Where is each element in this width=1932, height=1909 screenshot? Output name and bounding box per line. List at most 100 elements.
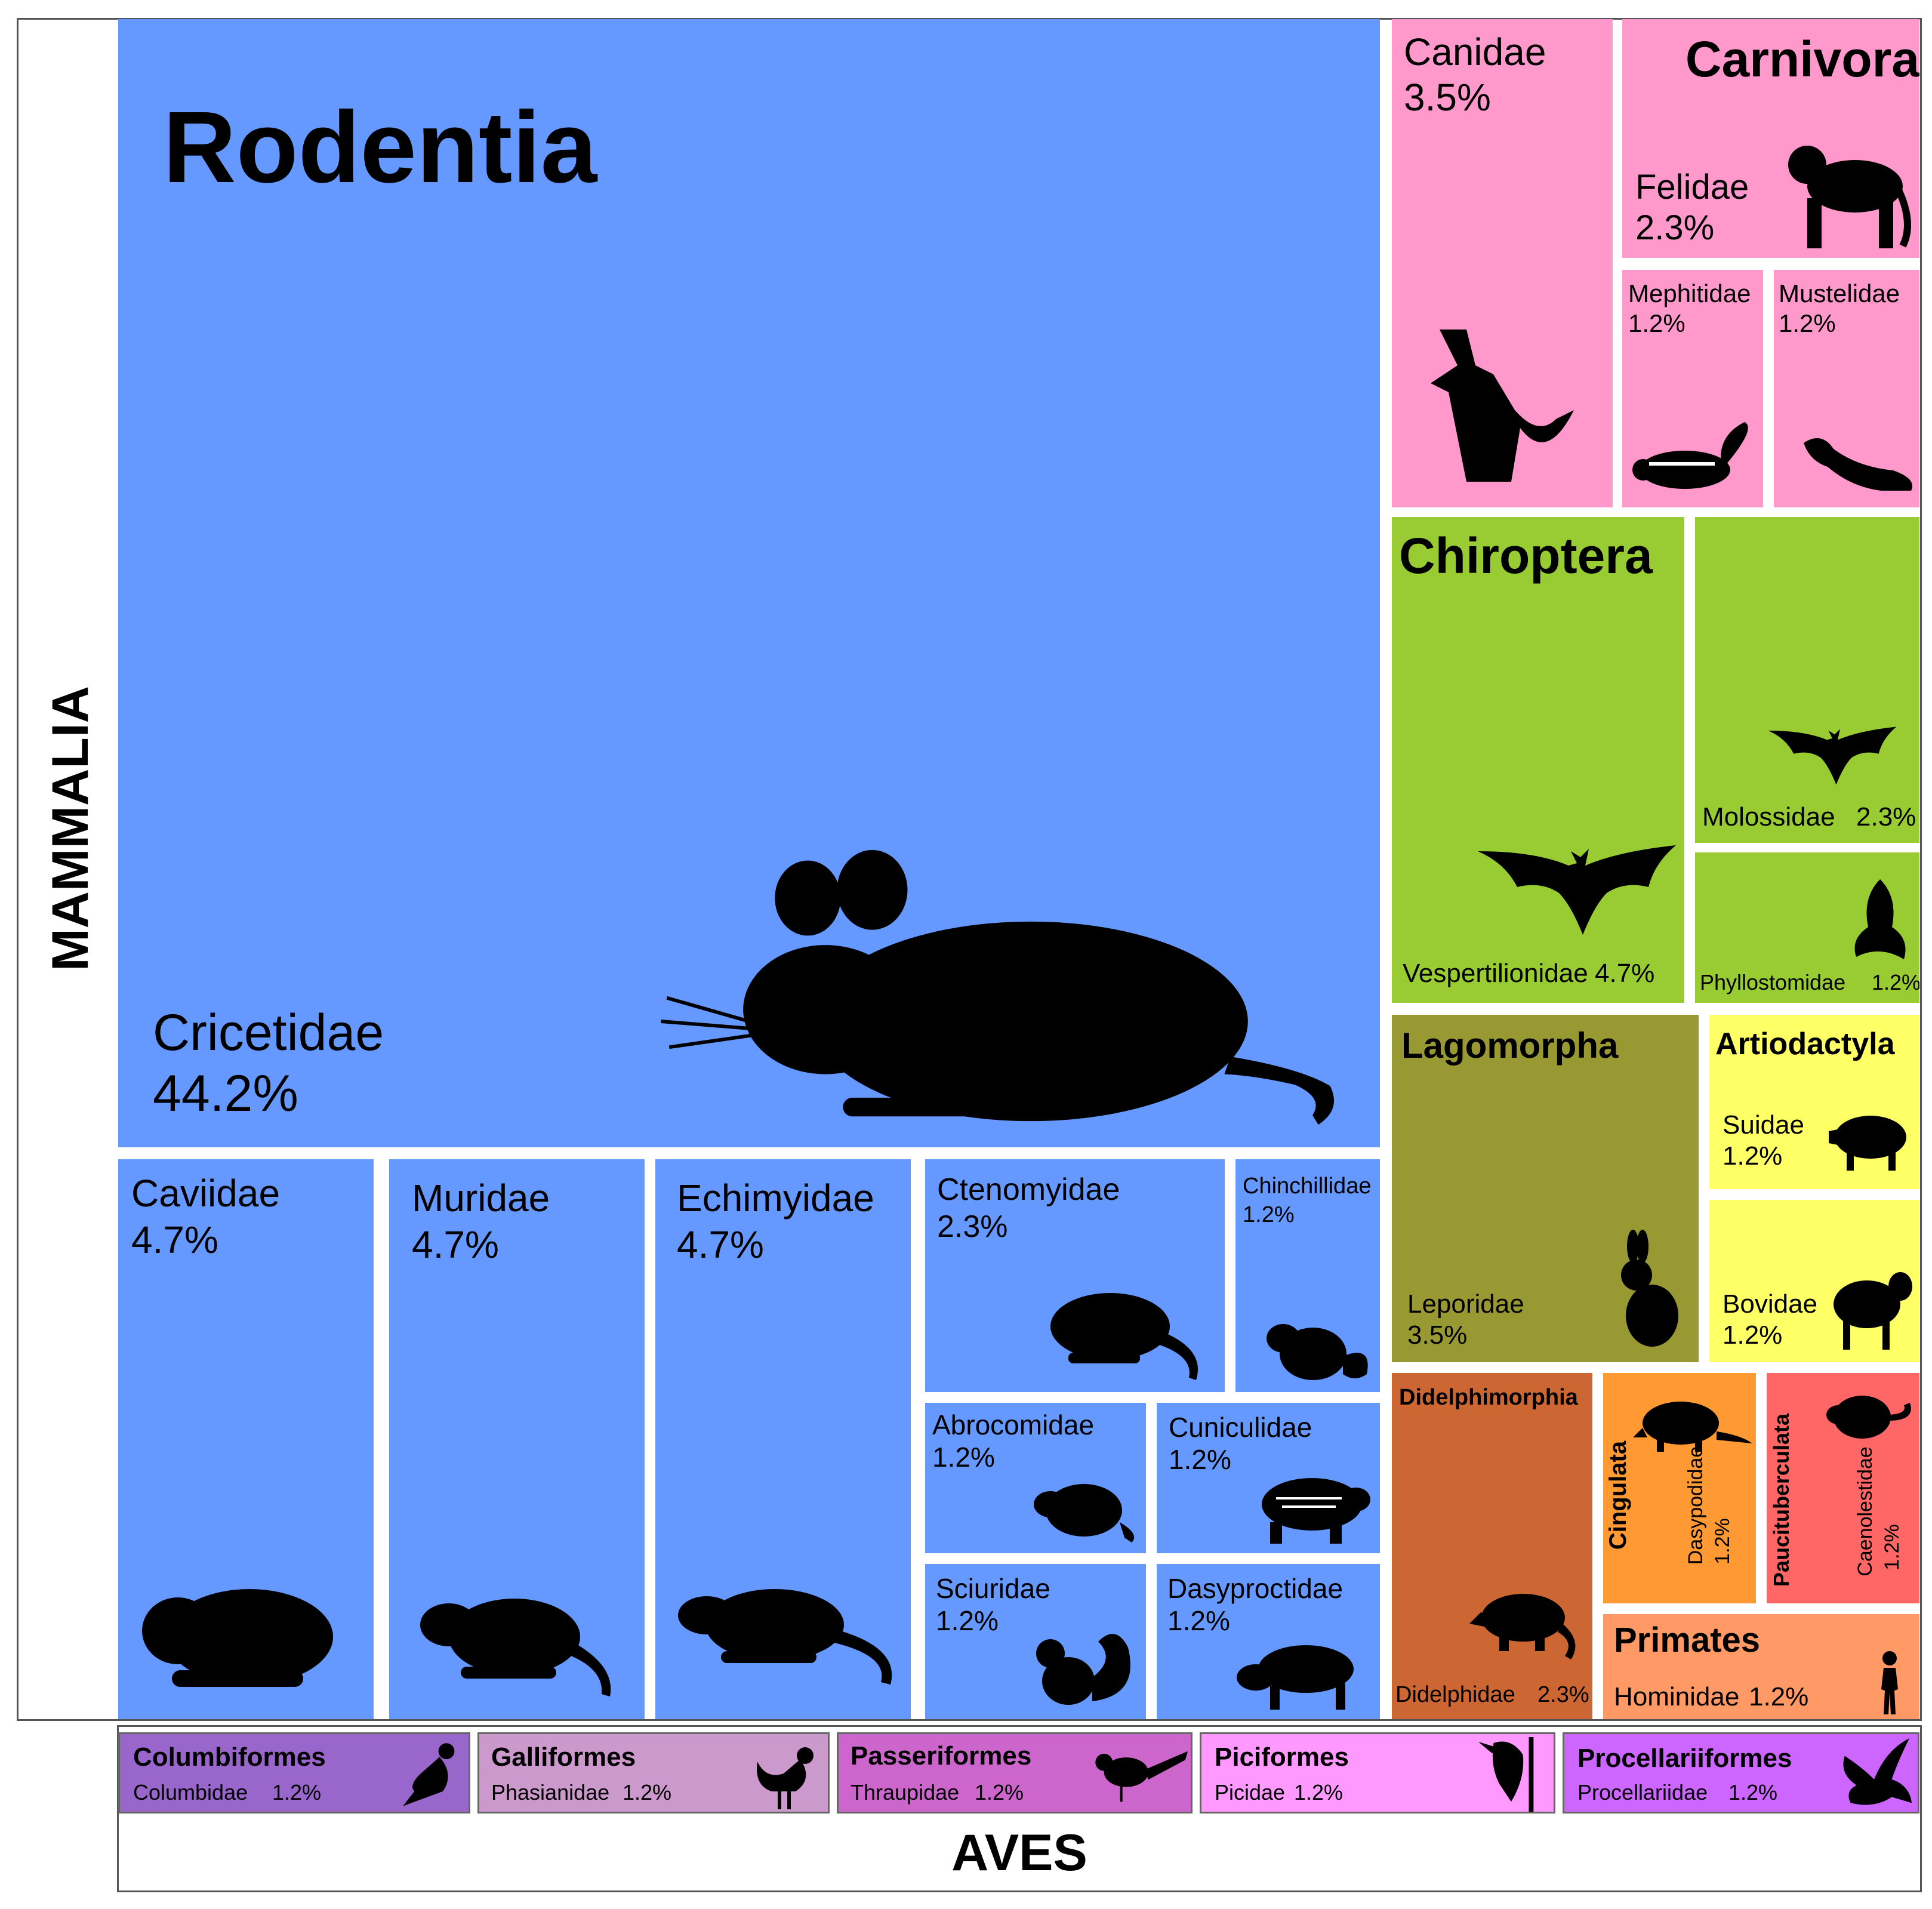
bat-icon xyxy=(1761,723,1904,789)
order-label-galliformes: Galliformes xyxy=(491,1742,636,1772)
family-pct-mephitidae: 1.2% xyxy=(1628,309,1686,337)
tile-hominidae: Primates Hominidae 1.2% xyxy=(1603,1614,1919,1719)
fox-icon xyxy=(1404,321,1583,500)
tile-ctenomyidae: Ctenomyidae 2.3% xyxy=(925,1159,1225,1392)
family-pct-bovidae: 1.2% xyxy=(1723,1320,1783,1350)
order-label-didelphimorphia: Didelphimorphia xyxy=(1399,1385,1578,1410)
tile-caviidae: Caviidae 4.7% xyxy=(118,1159,374,1719)
order-label-piciformes: Piciformes xyxy=(1215,1742,1349,1772)
family-name-leporidae: Leporidae xyxy=(1407,1289,1524,1319)
family-pct-leporidae: 3.5% xyxy=(1407,1320,1468,1350)
family-name-hominidae: Hominidae xyxy=(1614,1682,1740,1711)
family-name-phyllostomidae: Phyllostomidae xyxy=(1700,970,1846,994)
family-pct-procellariidae: 1.2% xyxy=(1728,1780,1778,1805)
family-name-cuniculidae: Cuniculidae xyxy=(1169,1412,1312,1443)
tile-molossidae: Molossidae 2.3% xyxy=(1695,517,1919,843)
tile-echimyidae: Echimyidae 4.7% xyxy=(655,1159,911,1719)
woodpecker-icon xyxy=(1476,1736,1546,1812)
family-name-cricetidae: Cricetidae xyxy=(153,1004,384,1061)
family-pct-vespertilionidae: 4.7% xyxy=(1595,959,1655,988)
family-name-caenolestidae: Caenolestidae xyxy=(1854,1446,1876,1577)
family-pct-didelphidae: 2.3% xyxy=(1537,1682,1589,1707)
family-pct-phasianidae: 1.2% xyxy=(623,1780,672,1805)
tile-caenolestidae: Paucituberculata Caenolestidae 1.2% xyxy=(1767,1373,1919,1603)
family-pct-felidae: 2.3% xyxy=(1635,208,1715,247)
rat-icon xyxy=(413,1571,634,1702)
order-label-cingulata: Cingulata xyxy=(1605,1440,1631,1550)
tile-felidae: Carnivora Felidae 2.3% xyxy=(1622,19,1919,258)
leaf-nosed-bat-icon xyxy=(1844,873,1910,963)
skunk-icon xyxy=(1631,422,1757,500)
tile-canidae: Canidae 3.5% xyxy=(1392,19,1613,507)
family-name-suidae: Suidae xyxy=(1723,1110,1805,1140)
family-pct-mustelidae: 1.2% xyxy=(1779,309,1836,337)
family-pct-hominidae: 1.2% xyxy=(1749,1682,1809,1711)
spiny-rat-icon xyxy=(673,1565,900,1696)
guinea-pig-icon xyxy=(136,1565,339,1696)
order-label-primates: Primates xyxy=(1614,1621,1761,1659)
chinchilla-icon xyxy=(1259,1308,1373,1386)
tile-leporidae: Lagomorpha Leporidae 3.5% xyxy=(1392,1015,1699,1362)
family-name-ctenomyidae: Ctenomyidae xyxy=(937,1172,1120,1207)
family-pct-ctenomyidae: 2.3% xyxy=(937,1209,1008,1244)
family-name-vespertilionidae: Vespertilionidae xyxy=(1403,959,1588,988)
bat-icon xyxy=(1475,839,1678,941)
tile-dasyproctidae: Dasyproctidae 1.2% xyxy=(1157,1564,1380,1719)
opossum-icon xyxy=(1469,1582,1583,1665)
family-pct-sciuridae: 1.2% xyxy=(936,1605,999,1636)
order-label-artiodactyla: Artiodactyla xyxy=(1715,1027,1895,1061)
tile-dasypodidae: Cingulata Dasypodidae 1.2% xyxy=(1603,1373,1756,1603)
family-name-mephitidae: Mephitidae xyxy=(1628,279,1751,307)
family-name-thraupidae: Thraupidae xyxy=(851,1780,960,1805)
paca-icon xyxy=(1246,1468,1372,1546)
tile-phasianidae: Galliformes Phasianidae 1.2% xyxy=(477,1732,830,1813)
family-name-phasianidae: Phasianidae xyxy=(491,1780,610,1805)
family-name-picidae: Picidae xyxy=(1215,1780,1286,1805)
family-name-molossidae: Molossidae xyxy=(1702,802,1835,832)
family-pct-columbidae: 1.2% xyxy=(272,1780,322,1805)
rabbit-icon xyxy=(1607,1230,1684,1349)
family-name-felidae: Felidae xyxy=(1635,168,1749,207)
tile-abrocomidae: Abrocomidae 1.2% xyxy=(925,1403,1146,1553)
armadillo-icon xyxy=(1633,1390,1752,1455)
family-pct-suidae: 1.2% xyxy=(1723,1141,1783,1171)
order-label-procellariiformes: Procellariiformes xyxy=(1577,1744,1792,1773)
tile-cricetidae: Rodentia Cricetidae 44.2% xyxy=(118,19,1380,1147)
rooster-icon xyxy=(748,1738,819,1812)
tile-sciuridae: Sciuridae 1.2% xyxy=(925,1564,1146,1719)
tile-mustelidae: Mustelidae 1.2% xyxy=(1774,270,1919,507)
tile-picidae: Piciformes Picidae 1.2% xyxy=(1200,1732,1555,1813)
family-pct-dasyproctidae: 1.2% xyxy=(1167,1605,1230,1636)
sheep-icon xyxy=(1829,1263,1912,1352)
order-label-rodentia: Rodentia xyxy=(163,91,597,204)
family-pct-caenolestidae: 1.2% xyxy=(1881,1524,1903,1571)
family-pct-molossidae: 2.3% xyxy=(1856,802,1916,832)
tile-vespertilionidae: Chiroptera Vespertilionidae 4.7% xyxy=(1392,517,1684,1003)
order-label-columbiformes: Columbiformes xyxy=(133,1742,326,1772)
family-pct-canidae: 3.5% xyxy=(1404,76,1491,119)
family-name-mustelidae: Mustelidae xyxy=(1779,279,1900,307)
pig-icon xyxy=(1823,1107,1912,1173)
human-icon xyxy=(1872,1650,1908,1716)
tile-bovidae: Bovidae 1.2% xyxy=(1709,1200,1919,1362)
family-pct-chinchillidae: 1.2% xyxy=(1243,1202,1295,1227)
family-name-echimyidae: Echimyidae xyxy=(677,1177,874,1220)
order-label-passeriformes: Passeriformes xyxy=(851,1741,1032,1771)
family-pct-phyllostomidae: 1.2% xyxy=(1872,970,1919,994)
squirrel-icon xyxy=(1027,1624,1140,1713)
tile-procellariidae: Procellariiformes Procellariidae 1.2% xyxy=(1563,1732,1919,1813)
order-label-lagomorpha: Lagomorpha xyxy=(1401,1026,1619,1066)
tuco-tuco-icon xyxy=(1039,1279,1212,1386)
order-label-paucituberculata: Paucituberculata xyxy=(1769,1413,1794,1587)
order-label-chiroptera: Chiroptera xyxy=(1399,528,1653,584)
tile-chinchillidae: Chinchillidae 1.2% xyxy=(1235,1159,1380,1392)
family-pct-echimyidae: 4.7% xyxy=(677,1223,764,1266)
tile-suidae: Artiodactyla Suidae 1.2% xyxy=(1709,1015,1919,1189)
family-name-caviidae: Caviidae xyxy=(131,1172,281,1215)
songbird-icon xyxy=(1089,1745,1188,1807)
shrew-opossum-icon xyxy=(1826,1379,1916,1451)
family-pct-thraupidae: 1.2% xyxy=(975,1780,1024,1805)
family-name-sciuridae: Sciuridae xyxy=(936,1573,1050,1604)
pigeon-icon xyxy=(392,1739,460,1809)
